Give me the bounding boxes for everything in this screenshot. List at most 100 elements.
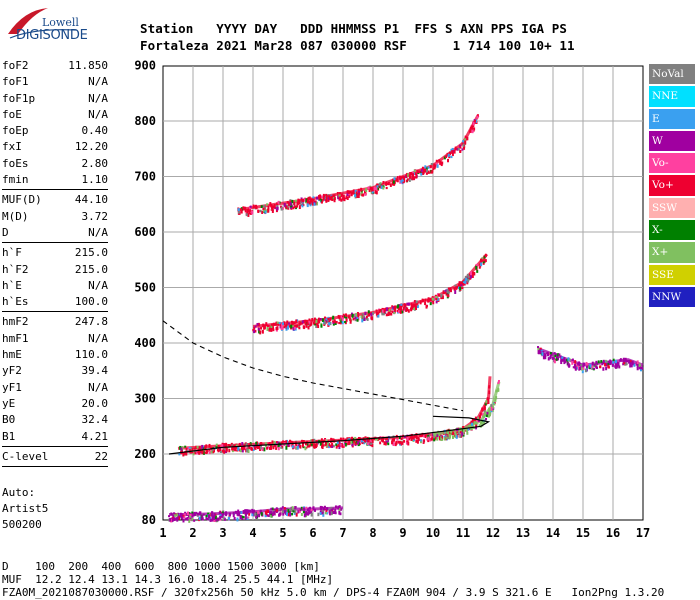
echo-point — [459, 144, 462, 148]
echo-point — [221, 442, 224, 445]
echo-point — [475, 119, 478, 123]
echo-point — [195, 511, 198, 515]
echo-point — [332, 511, 335, 514]
echo-point — [283, 510, 286, 513]
echo-point — [256, 445, 259, 450]
echo-point — [427, 436, 430, 441]
echo-point — [451, 150, 454, 154]
param-row: yF2 39.4 — [2, 364, 108, 378]
echo-point — [328, 319, 331, 323]
echo-point — [255, 514, 258, 518]
echo-point — [387, 182, 390, 186]
echo-point — [356, 318, 359, 322]
echo-point — [429, 437, 432, 442]
echo-point — [256, 323, 259, 326]
muf-curve — [162, 320, 464, 412]
echo-point — [252, 448, 255, 451]
echo-point — [622, 359, 625, 363]
echo-point — [228, 514, 231, 519]
echo-point — [349, 317, 352, 321]
echo-point — [324, 511, 327, 515]
echo-point — [454, 146, 457, 151]
echo-point — [276, 206, 279, 210]
echo-point — [177, 516, 180, 520]
echo-point — [227, 443, 230, 448]
echo-point — [600, 360, 603, 363]
echo-point — [356, 195, 359, 199]
echo-point — [440, 162, 443, 167]
echo-point — [360, 315, 363, 318]
echo-point — [211, 518, 214, 522]
echo-point — [281, 322, 284, 325]
echo-point — [262, 209, 265, 212]
echo-point — [459, 434, 462, 438]
echo-point — [240, 446, 243, 450]
echo-point — [285, 440, 288, 444]
x-tick-label: 6 — [309, 526, 316, 540]
param-row: foF1 N/A — [2, 75, 108, 89]
param-row: hmE 110.0 — [2, 348, 108, 362]
echo-point — [484, 259, 487, 263]
echo-point — [451, 431, 454, 435]
echo-point — [270, 511, 273, 514]
param-row: B0 32.4 — [2, 413, 108, 427]
echo-point — [213, 518, 216, 522]
echo-point — [475, 265, 478, 270]
echo-point — [372, 186, 375, 191]
echo-point — [375, 190, 378, 195]
echo-point — [487, 413, 490, 418]
echo-point — [313, 202, 316, 206]
echo-point — [549, 351, 552, 355]
echo-point — [258, 513, 261, 518]
echo-point — [567, 362, 570, 367]
echo-point — [354, 189, 357, 193]
echo-point — [300, 197, 303, 200]
echo-point — [292, 327, 295, 331]
echo-point — [192, 452, 195, 456]
echo-point — [263, 326, 266, 330]
echo-point — [315, 325, 318, 329]
echo-point — [624, 357, 627, 362]
echo-point — [291, 199, 294, 204]
echo-point — [574, 360, 577, 364]
echo-point — [283, 441, 286, 444]
echo-point — [578, 364, 581, 367]
echo-point — [488, 385, 491, 388]
echo-point — [392, 178, 395, 181]
echo-point — [317, 512, 320, 517]
echo-point — [338, 442, 341, 446]
echo-point — [293, 512, 296, 515]
echo-point — [560, 358, 563, 362]
echo-point — [264, 513, 267, 518]
echo-point — [404, 304, 407, 308]
echo-point — [219, 450, 222, 454]
echo-point — [275, 441, 278, 444]
echo-point — [297, 510, 300, 514]
echo-point — [435, 295, 438, 300]
echo-point — [433, 438, 436, 442]
echo-point — [336, 441, 339, 445]
echo-point — [291, 512, 294, 516]
echo-point — [419, 433, 422, 438]
echo-point — [302, 509, 305, 514]
echo-point — [391, 181, 394, 186]
echo-point — [289, 439, 292, 443]
echo-point — [364, 311, 367, 316]
echo-point — [493, 403, 496, 406]
echo-point — [260, 327, 263, 330]
echo-point — [338, 445, 341, 450]
legend-item-x-minus: X- — [649, 220, 695, 241]
echo-point — [219, 515, 222, 520]
echo-point — [289, 513, 292, 517]
echo-point — [313, 321, 316, 326]
echo-point — [447, 436, 450, 440]
echo-point — [320, 201, 323, 204]
echo-point — [548, 352, 551, 356]
echo-point — [328, 443, 331, 447]
echo-point — [310, 510, 313, 514]
echo-point — [182, 452, 185, 456]
echo-point — [628, 359, 631, 364]
echo-point — [242, 516, 245, 519]
echo-point — [213, 512, 216, 517]
echo-point — [473, 272, 476, 276]
